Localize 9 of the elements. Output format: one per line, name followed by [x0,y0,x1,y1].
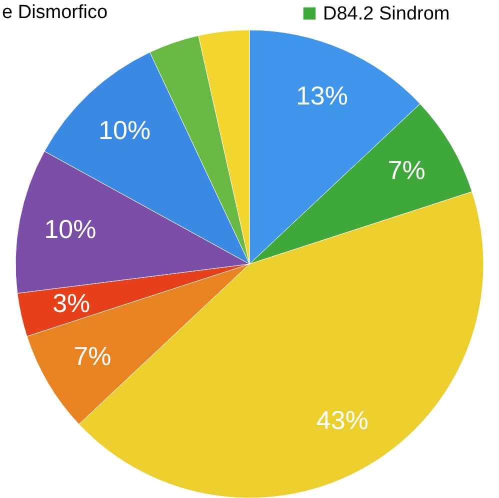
data-label: 7% [388,155,426,186]
text: e Dismorfico [2,2,108,23]
legend-label: D84.2 Sindrom [323,4,450,24]
data-label: 13% [296,80,348,110]
data-label: 43% [316,405,368,436]
data-label: 3% [52,288,90,318]
data-label: 10% [44,214,96,244]
data-label: 7% [74,340,112,371]
data-label: 10% [98,114,151,145]
